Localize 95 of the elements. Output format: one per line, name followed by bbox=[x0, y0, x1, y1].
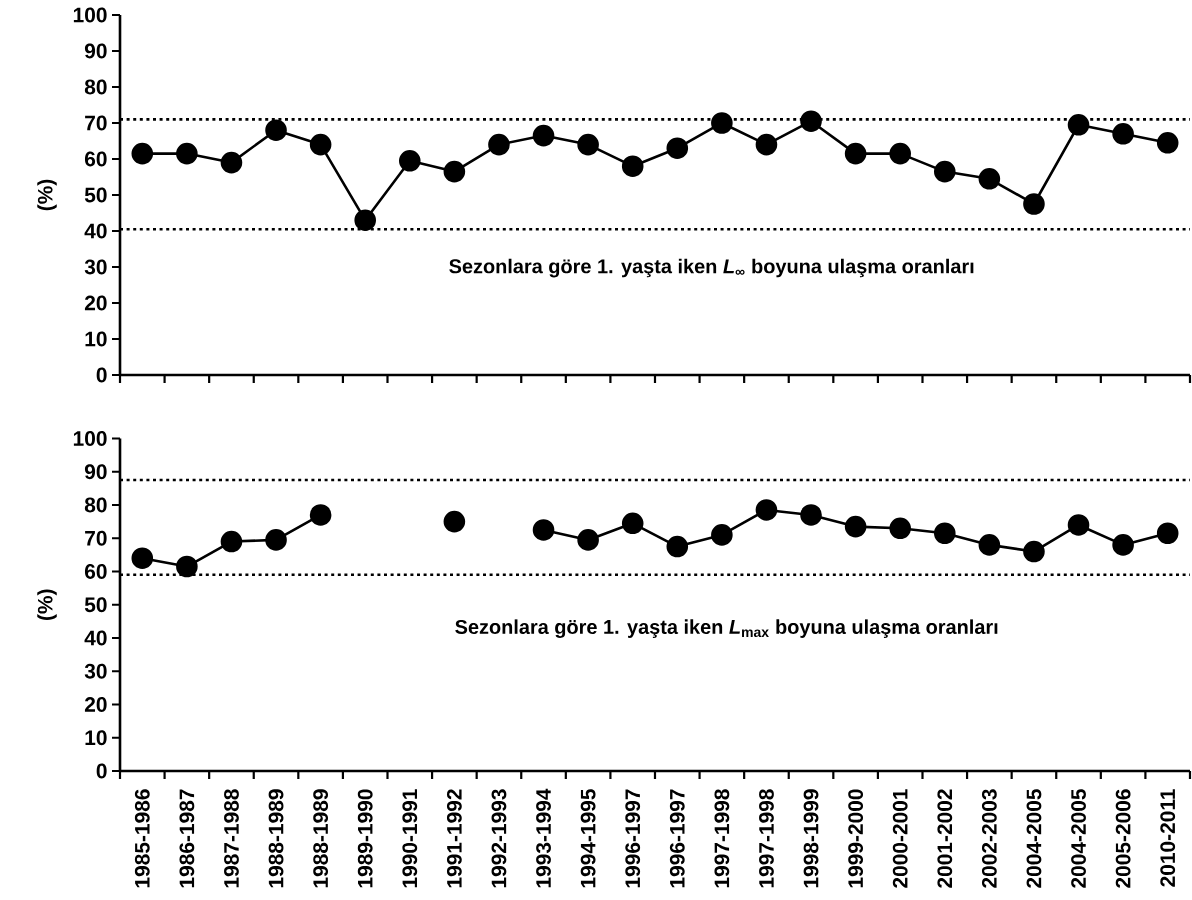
y-tick-label: 90 bbox=[84, 464, 107, 480]
x-tick-label: 1990-1991 bbox=[402, 789, 418, 888]
x-tick-label: 1985-1986 bbox=[134, 789, 150, 888]
annotation: Sezonlara göre 1. yaşta iken L$_{∞}$ boyuna ulaşma oranları bbox=[449, 258, 974, 278]
x-tick-label: 1993-1994 bbox=[536, 788, 551, 888]
x-tick-label: 1998-1999 bbox=[803, 789, 819, 888]
point bbox=[978, 167, 1001, 190]
point bbox=[755, 499, 778, 521]
point bbox=[398, 149, 421, 172]
y-tick-label: 10 bbox=[85, 331, 107, 347]
y-axis-title: (%) bbox=[37, 589, 57, 620]
point bbox=[889, 142, 911, 165]
point bbox=[800, 504, 822, 526]
point bbox=[176, 142, 198, 165]
y-tick-label: 40 bbox=[84, 223, 107, 239]
point bbox=[265, 529, 287, 551]
x-tick-label: 2000-2001 bbox=[892, 789, 908, 888]
y-tick-label: 50 bbox=[84, 597, 107, 613]
y-tick-label: 20 bbox=[84, 697, 107, 712]
y-tick-label: 90 bbox=[84, 43, 107, 59]
point bbox=[844, 515, 867, 538]
point bbox=[577, 529, 599, 551]
y-tick-label: 0 bbox=[96, 367, 107, 383]
point bbox=[1067, 113, 1090, 136]
point bbox=[1156, 522, 1179, 545]
point bbox=[621, 512, 644, 535]
x-tick-label: 2002-2003 bbox=[981, 789, 997, 888]
y-tick-label: 50 bbox=[84, 187, 107, 203]
y-tick-label: 70 bbox=[85, 530, 107, 546]
annotation: Sezonlara göre 1. yaşta iken L$_{max}$ boyuna ulaşma oranları bbox=[455, 619, 998, 639]
point bbox=[1023, 540, 1045, 563]
point bbox=[844, 142, 867, 165]
y-tick-label: 0 bbox=[96, 763, 107, 779]
point bbox=[666, 137, 689, 159]
y-tick-label: 100 bbox=[73, 7, 107, 23]
y-tick-label: 100 bbox=[73, 431, 107, 446]
point bbox=[711, 524, 733, 546]
point bbox=[220, 151, 243, 174]
point bbox=[978, 534, 1001, 556]
x-tick-label: 1997-1998 bbox=[714, 789, 730, 888]
x-tick-label: 1988-1989 bbox=[268, 789, 284, 888]
x-tick-label: 2010-2011 bbox=[1160, 789, 1176, 887]
point bbox=[666, 535, 689, 558]
point bbox=[621, 155, 644, 177]
point bbox=[1023, 193, 1045, 215]
point bbox=[532, 124, 555, 147]
y-tick-label: 30 bbox=[84, 663, 107, 679]
x-tick-label: 1999-2000 bbox=[848, 789, 864, 888]
point bbox=[265, 119, 287, 141]
x-tick-label: 1996-1997 bbox=[625, 789, 641, 888]
y-tick-label: 40 bbox=[84, 630, 107, 646]
point bbox=[443, 160, 466, 183]
point bbox=[131, 142, 154, 165]
point bbox=[1112, 122, 1134, 145]
x-tick-label: 1987-1988 bbox=[224, 789, 239, 888]
y-tick-label: 10 bbox=[85, 730, 107, 746]
point bbox=[131, 547, 154, 569]
x-tick-label: 1989-1990 bbox=[357, 789, 373, 888]
x-tick-label: 1986-1987 bbox=[179, 789, 195, 888]
point bbox=[933, 522, 956, 545]
point bbox=[933, 160, 956, 183]
point bbox=[711, 112, 733, 134]
point bbox=[1156, 131, 1179, 154]
x-tick-label: 2001-2002 bbox=[937, 789, 953, 888]
x-tick-label: 2004-2005 bbox=[1026, 789, 1042, 888]
point bbox=[1067, 514, 1090, 536]
point bbox=[176, 555, 198, 578]
point bbox=[577, 133, 599, 156]
point bbox=[755, 133, 778, 156]
x-tick-label: 1994-1995 bbox=[580, 789, 596, 888]
point bbox=[1112, 534, 1134, 556]
point bbox=[532, 519, 555, 541]
point bbox=[309, 504, 332, 526]
x-tick-label: 1992-1993 bbox=[491, 789, 507, 888]
y-tick-label: 80 bbox=[84, 79, 107, 95]
y-tick-label: 70 bbox=[85, 115, 107, 131]
y-axis-title: (%) bbox=[37, 179, 57, 211]
x-tick-label: 1988-1989 bbox=[313, 789, 329, 888]
y-tick-label: 80 bbox=[84, 497, 107, 513]
point bbox=[354, 209, 377, 231]
y-tick-label: 30 bbox=[84, 259, 107, 275]
y-tick-label: 60 bbox=[84, 151, 107, 167]
point bbox=[800, 110, 822, 132]
y-tick-label: 20 bbox=[84, 295, 107, 311]
point bbox=[309, 133, 332, 156]
x-tick-label: 1991-1992 bbox=[446, 789, 462, 888]
x-tick-label: 1997-1998 bbox=[759, 789, 774, 888]
x-tick-label: 2004-2005 bbox=[1071, 789, 1086, 888]
point bbox=[488, 133, 510, 156]
x-tick-label: 2005-2006 bbox=[1115, 789, 1131, 888]
point bbox=[220, 530, 243, 553]
point bbox=[889, 517, 911, 540]
x-tick-label: 1996-1997 bbox=[669, 789, 685, 888]
y-tick-label: 60 bbox=[84, 564, 107, 579]
point bbox=[443, 510, 466, 533]
